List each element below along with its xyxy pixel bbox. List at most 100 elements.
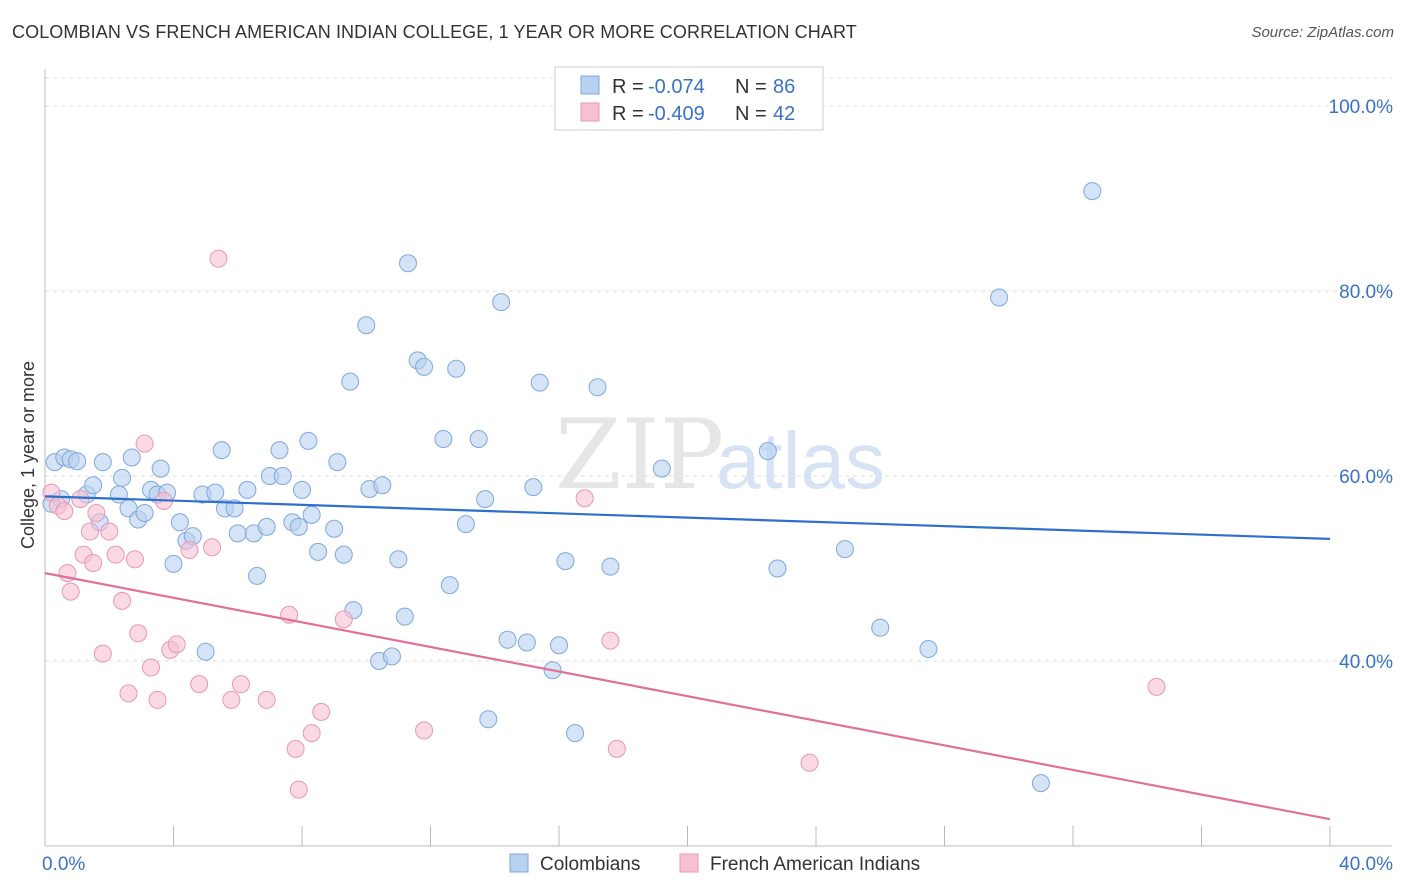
- bottom-legend-french-american-indians: French American Indians: [710, 854, 920, 875]
- trend-line: [44, 572, 1331, 821]
- data-point: [196, 642, 215, 661]
- data-point: [758, 442, 777, 461]
- data-point: [270, 441, 289, 460]
- data-point: [71, 490, 90, 509]
- data-point: [415, 357, 434, 376]
- data-point: [415, 721, 434, 740]
- data-point: [325, 519, 344, 538]
- y-tick-label: 80.0%: [1339, 282, 1393, 303]
- data-point: [61, 582, 80, 601]
- trend-lines: [44, 495, 1331, 821]
- x-tick-label: 40.0%: [1339, 854, 1393, 875]
- grid-lines: [45, 77, 1392, 662]
- data-point: [299, 431, 318, 450]
- data-point: [248, 566, 267, 585]
- data-point: [517, 633, 536, 652]
- data-point: [238, 480, 257, 499]
- data-point: [84, 553, 103, 572]
- data-point: [151, 459, 170, 478]
- data-point: [122, 448, 141, 467]
- data-point: [170, 513, 189, 532]
- data-point: [566, 724, 585, 743]
- data-point: [190, 675, 209, 694]
- data-point: [456, 515, 475, 534]
- data-point: [395, 607, 414, 626]
- legend-n-value: 42: [773, 103, 795, 125]
- watermark-atlas: atlas: [716, 416, 885, 505]
- data-point: [80, 522, 99, 541]
- data-point: [399, 254, 418, 273]
- data-point: [498, 630, 517, 649]
- data-point: [434, 430, 453, 448]
- data-point: [55, 502, 74, 521]
- data-point: [135, 434, 154, 453]
- watermark: ZIP atlas: [555, 399, 885, 511]
- data-point: [919, 639, 938, 658]
- bottom-legend-colombians: Colombians: [540, 854, 640, 875]
- data-point: [835, 540, 854, 559]
- data-point: [206, 483, 225, 502]
- data-point: [222, 690, 241, 709]
- data-point: [652, 459, 671, 478]
- data-point: [142, 658, 161, 677]
- data-point: [1031, 774, 1050, 793]
- data-point: [93, 453, 112, 472]
- data-point: [357, 316, 376, 335]
- legend-swatch-blue: [580, 75, 600, 95]
- data-point: [440, 576, 459, 595]
- data-point: [293, 480, 311, 499]
- data-point: [800, 753, 819, 772]
- data-point: [373, 476, 392, 495]
- data-point: [203, 538, 222, 557]
- data-point: [389, 550, 408, 569]
- tick-labels: 40.0% 60.0% 80.0% 100.0% 0.0% 40.0%: [42, 97, 1393, 875]
- legend-swatch-pink: [580, 102, 600, 122]
- data-point: [93, 644, 112, 663]
- data-point: [209, 249, 228, 268]
- data-point: [309, 542, 328, 561]
- data-point: [469, 430, 488, 448]
- data-point: [302, 724, 321, 743]
- data-point: [100, 522, 119, 541]
- legend-r-label: R =: [612, 76, 644, 98]
- legend-n-label: N =: [735, 103, 767, 125]
- data-point: [768, 559, 787, 578]
- data-point: [341, 372, 360, 391]
- data-point: [113, 591, 132, 610]
- data-point: [87, 504, 106, 522]
- data-point: [289, 517, 308, 536]
- data-point: [289, 780, 308, 799]
- data-point: [302, 505, 321, 524]
- data-point: [601, 631, 620, 650]
- series-colombians: [42, 182, 1102, 793]
- data-point: [135, 504, 154, 522]
- legend-n-value: 86: [773, 76, 795, 98]
- data-point: [550, 636, 568, 655]
- data-point: [257, 690, 276, 709]
- data-point: [84, 476, 103, 495]
- legend-r-label: R =: [612, 103, 644, 125]
- data-point: [312, 702, 331, 721]
- data-point: [180, 541, 199, 559]
- data-point: [575, 489, 594, 508]
- bottom-legend-swatch-blue: [509, 853, 529, 873]
- y-tick-label: 40.0%: [1339, 652, 1393, 673]
- data-point: [601, 557, 620, 576]
- data-point: [492, 293, 511, 312]
- data-point: [530, 373, 549, 392]
- chart-title: COLOMBIAN VS FRENCH AMERICAN INDIAN COLL…: [12, 22, 857, 42]
- y-tick-label: 100.0%: [1329, 97, 1394, 118]
- data-point: [607, 739, 626, 758]
- data-point: [1083, 182, 1102, 201]
- data-point: [447, 359, 466, 378]
- data-point: [588, 378, 607, 397]
- axes: [44, 69, 1392, 847]
- data-point: [328, 453, 347, 472]
- data-point: [164, 554, 183, 573]
- data-point: [231, 675, 250, 694]
- data-point: [334, 545, 353, 564]
- data-point: [119, 684, 138, 703]
- data-point: [106, 545, 125, 564]
- data-point: [476, 490, 495, 509]
